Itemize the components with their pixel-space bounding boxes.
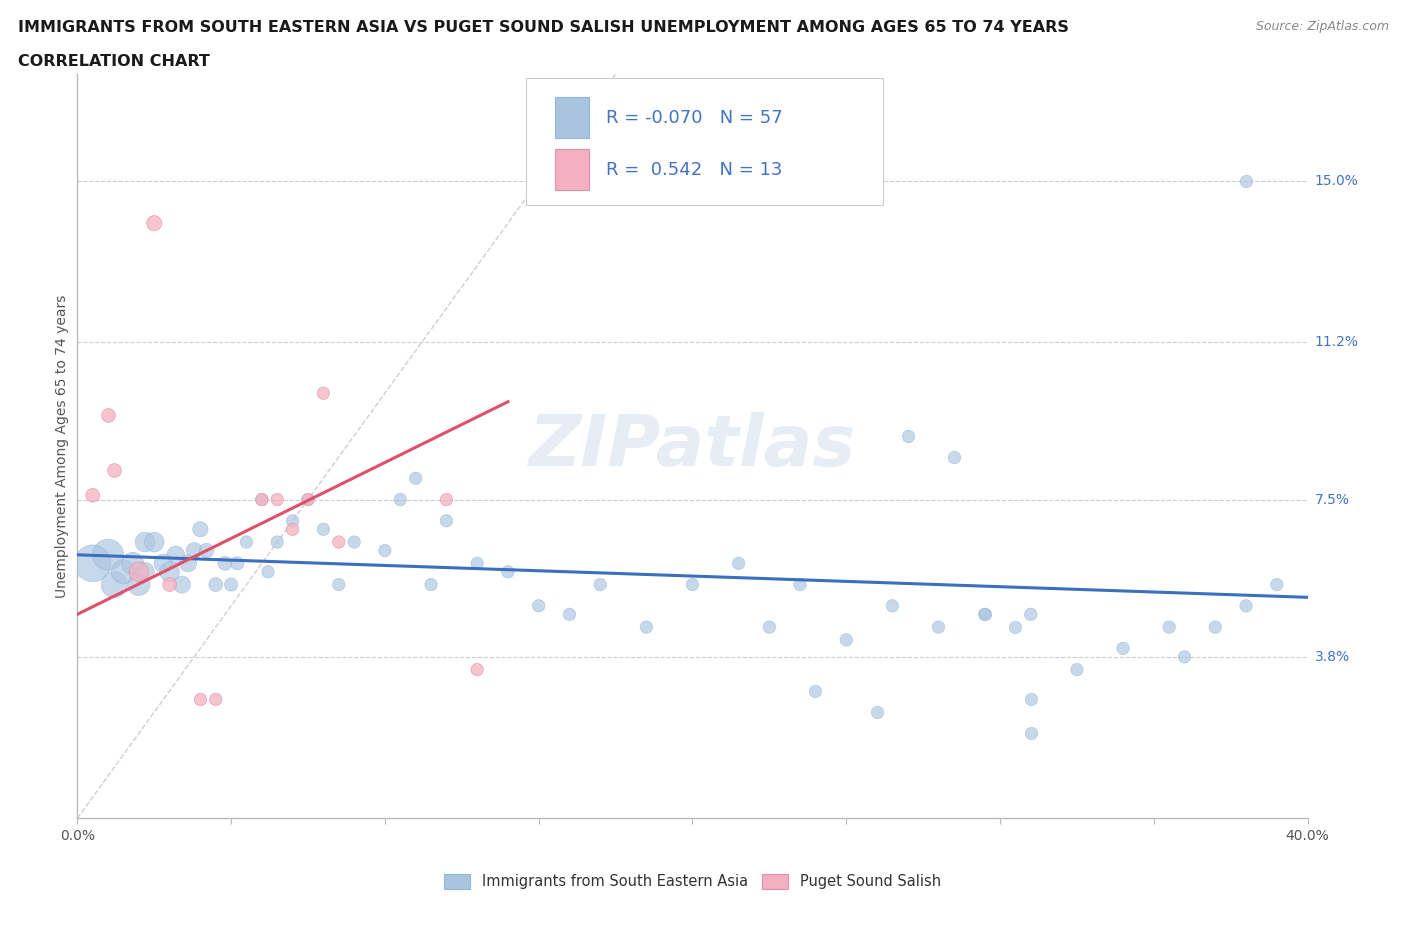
Point <box>257 565 280 579</box>
Point <box>897 429 920 444</box>
Point <box>250 492 273 507</box>
Point <box>1066 662 1088 677</box>
Point <box>250 492 273 507</box>
Point <box>465 662 488 677</box>
Point <box>436 513 458 528</box>
Point <box>1204 619 1226 634</box>
Point <box>226 556 249 571</box>
Point <box>128 565 150 579</box>
Point <box>436 492 458 507</box>
Point <box>804 684 827 698</box>
Point <box>866 705 889 720</box>
Legend: Immigrants from South Eastern Asia, Puget Sound Salish: Immigrants from South Eastern Asia, Puge… <box>436 867 949 897</box>
Point <box>1234 173 1257 188</box>
Point <box>496 565 519 579</box>
Point <box>121 556 143 571</box>
Point <box>1019 607 1042 622</box>
Point <box>465 556 488 571</box>
Point <box>177 556 200 571</box>
Point <box>328 535 350 550</box>
Text: 11.2%: 11.2% <box>1315 335 1358 350</box>
Point <box>727 556 749 571</box>
Point <box>942 449 965 464</box>
Point <box>281 522 304 537</box>
Point <box>405 471 427 485</box>
Point <box>97 548 120 563</box>
Point <box>1004 619 1026 634</box>
Point <box>882 598 904 613</box>
Point <box>195 543 218 558</box>
Point <box>973 607 995 622</box>
Point <box>82 556 104 571</box>
Point <box>420 578 443 592</box>
Point <box>235 535 257 550</box>
Point <box>82 488 104 503</box>
Point <box>389 492 412 507</box>
FancyBboxPatch shape <box>555 149 589 190</box>
Point <box>758 619 780 634</box>
Text: R = -0.070   N = 57: R = -0.070 N = 57 <box>606 109 783 126</box>
Point <box>589 578 612 592</box>
Point <box>134 565 156 579</box>
Point <box>134 535 156 550</box>
Point <box>143 216 166 231</box>
Point <box>835 632 858 647</box>
Point <box>128 578 150 592</box>
Point <box>527 598 550 613</box>
FancyBboxPatch shape <box>526 78 883 205</box>
Point <box>266 492 288 507</box>
Point <box>973 607 995 622</box>
FancyBboxPatch shape <box>555 97 589 138</box>
Text: 7.5%: 7.5% <box>1315 493 1350 507</box>
Point <box>165 548 187 563</box>
Point <box>266 535 288 550</box>
Point <box>928 619 950 634</box>
Point <box>183 543 205 558</box>
Text: 3.8%: 3.8% <box>1315 650 1350 664</box>
Point <box>204 578 226 592</box>
Point <box>159 578 181 592</box>
Point <box>219 578 242 592</box>
Point <box>214 556 236 571</box>
Point <box>1265 578 1288 592</box>
Point <box>1019 692 1042 707</box>
Point <box>1019 726 1042 741</box>
Text: 15.0%: 15.0% <box>1315 174 1358 188</box>
Point <box>328 578 350 592</box>
Point <box>103 462 125 477</box>
Point <box>682 578 704 592</box>
Point <box>188 522 212 537</box>
Point <box>312 386 335 401</box>
Point <box>1112 641 1135 656</box>
Point <box>170 578 193 592</box>
Text: R =  0.542   N = 13: R = 0.542 N = 13 <box>606 161 783 179</box>
Point <box>1234 598 1257 613</box>
Point <box>112 565 135 579</box>
Point <box>312 522 335 537</box>
Point <box>1174 649 1197 664</box>
Point <box>297 492 319 507</box>
Text: ZIPatlas: ZIPatlas <box>529 412 856 481</box>
Y-axis label: Unemployment Among Ages 65 to 74 years: Unemployment Among Ages 65 to 74 years <box>55 295 69 598</box>
Point <box>281 513 304 528</box>
Point <box>152 556 174 571</box>
Point <box>1159 619 1181 634</box>
Point <box>204 692 226 707</box>
Point <box>558 607 581 622</box>
Text: IMMIGRANTS FROM SOUTH EASTERN ASIA VS PUGET SOUND SALISH UNEMPLOYMENT AMONG AGES: IMMIGRANTS FROM SOUTH EASTERN ASIA VS PU… <box>18 20 1069 35</box>
Point <box>188 692 212 707</box>
Text: Source: ZipAtlas.com: Source: ZipAtlas.com <box>1256 20 1389 33</box>
Point <box>159 565 181 579</box>
Point <box>103 578 125 592</box>
Point <box>343 535 366 550</box>
Point <box>297 492 319 507</box>
Point <box>636 619 658 634</box>
Point <box>143 535 166 550</box>
Point <box>374 543 396 558</box>
Text: CORRELATION CHART: CORRELATION CHART <box>18 54 209 69</box>
Point <box>97 407 120 422</box>
Point <box>789 578 811 592</box>
